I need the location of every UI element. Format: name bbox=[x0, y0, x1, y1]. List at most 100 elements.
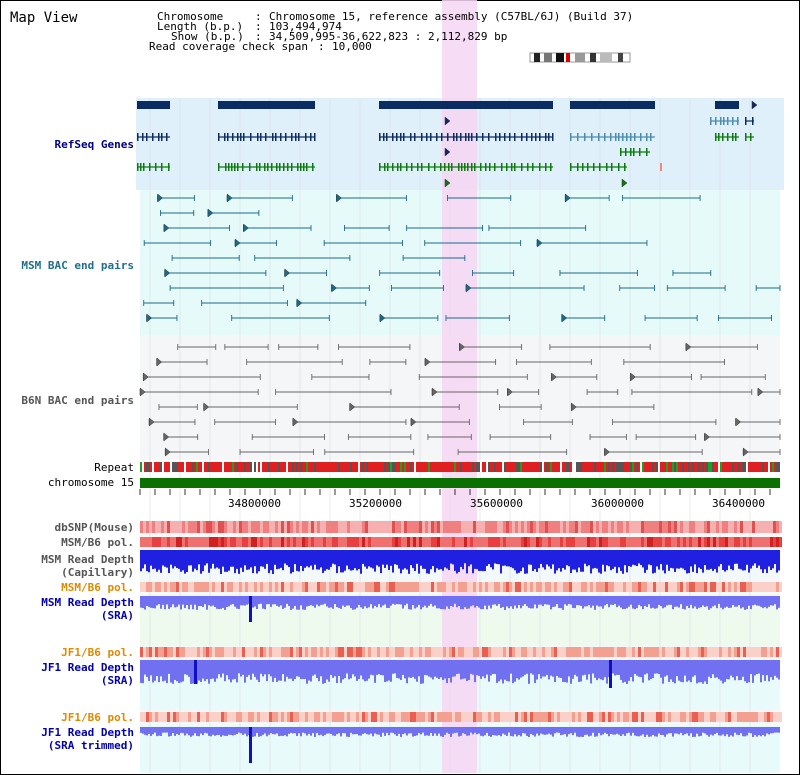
track-label-msm-depth-capillary[interactable]: MSM Read Depth bbox=[41, 553, 134, 566]
msm-depth-sra-bar bbox=[170, 596, 172, 608]
jf1-b6-pol-trim-heat bbox=[653, 712, 656, 722]
msm-b6-pol-sra-heat bbox=[536, 582, 539, 592]
jf1-depth-trim-bar bbox=[468, 727, 470, 736]
msm-depth-sra-bar bbox=[718, 596, 720, 604]
jf1-b6-pol-trim-heat bbox=[455, 712, 458, 722]
track-label-b6n-bac[interactable]: B6N BAC end pairs bbox=[21, 394, 134, 407]
jf1-b6-pol-heat bbox=[302, 647, 305, 657]
repeat-feature bbox=[578, 462, 580, 472]
msm-b6-pol-sra-heat bbox=[674, 582, 677, 592]
jf1-depth-sra-bar bbox=[240, 660, 242, 677]
dbsnp-heat bbox=[311, 521, 314, 533]
jf1-b6-pol-trim-heat bbox=[776, 712, 779, 722]
track-label-msm-depth-sra[interactable]: MSM Read Depth bbox=[41, 596, 134, 609]
msm-b6-pol-sra-heat bbox=[194, 582, 197, 592]
jf1-depth-trim-bar bbox=[478, 727, 480, 734]
refseq-exon bbox=[531, 133, 533, 141]
jf1-depth-trim-bar bbox=[260, 727, 262, 737]
b6n-bac-pair-end bbox=[203, 402, 210, 412]
dbsnp-heat bbox=[167, 521, 170, 533]
jf1-depth-sra-bar bbox=[308, 660, 310, 681]
jf1-depth-trim-bar bbox=[754, 727, 756, 736]
jf1-depth-trim-bar bbox=[232, 727, 234, 736]
refseq-exon bbox=[727, 133, 729, 141]
repeat-feature bbox=[730, 462, 732, 472]
jf1-b6-pol-trim-heat bbox=[737, 712, 740, 722]
track-label-msm-b6-pol-sra[interactable]: MSM/B6 pol. bbox=[61, 581, 134, 594]
jf1-depth-sra-bar bbox=[574, 660, 576, 675]
jf1-depth-trim-bar bbox=[744, 727, 746, 737]
dbsnp-heat bbox=[245, 521, 248, 533]
dbsnp-heat bbox=[692, 521, 695, 533]
msm-depth-sra-bar bbox=[732, 596, 734, 605]
jf1-b6-pol-heat bbox=[650, 647, 653, 657]
msm-depth-sra-bar bbox=[736, 596, 738, 607]
jf1-depth-sra-bar bbox=[180, 660, 182, 683]
msm-depth-sra-bar bbox=[324, 596, 326, 604]
refseq-exon bbox=[456, 133, 458, 141]
msm-depth-sra-bar bbox=[282, 596, 284, 609]
msm-b6-pol-heat bbox=[620, 537, 623, 547]
msm-depth-capillary-bar bbox=[676, 550, 678, 569]
msm-depth-sra-bar bbox=[688, 596, 690, 608]
jf1-depth-sra-bar bbox=[730, 660, 732, 676]
msm-depth-capillary-bar bbox=[332, 550, 334, 564]
ideogram-band bbox=[590, 53, 596, 62]
jf1-depth-sra-bar bbox=[732, 660, 734, 678]
jf1-depth-trim-bar bbox=[144, 727, 146, 735]
jf1-b6-pol-heat bbox=[326, 647, 329, 657]
repeat-feature bbox=[596, 462, 598, 472]
msm-depth-sra-bar bbox=[286, 596, 288, 604]
repeat-feature bbox=[614, 462, 616, 472]
msm-b6-pol-sra-heat bbox=[452, 582, 455, 592]
jf1-depth-sra-bar bbox=[400, 660, 402, 680]
jf1-depth-trim-bar bbox=[758, 727, 760, 736]
refseq-exon bbox=[471, 133, 473, 141]
repeat-feature bbox=[592, 462, 594, 472]
jf1-depth-sra-bar bbox=[140, 660, 142, 683]
jf1-b6-pol-heat bbox=[617, 647, 620, 657]
refseq-exon bbox=[291, 133, 293, 141]
jf1-depth-trim-bar bbox=[304, 727, 306, 734]
jf1-depth-trim-bar bbox=[548, 727, 550, 734]
repeat-feature bbox=[674, 462, 676, 472]
msm-depth-capillary-bar bbox=[634, 550, 636, 566]
jf1-depth-trim-bar bbox=[472, 727, 474, 735]
msm-b6-pol-sra-heat bbox=[572, 582, 575, 592]
track-label-jf1-b6-pol-trimmed[interactable]: JF1/B6 pol. bbox=[61, 711, 134, 724]
jf1-b6-pol-heat bbox=[461, 647, 464, 657]
refseq-exon bbox=[149, 163, 151, 171]
msm-depth-capillary-bar bbox=[434, 550, 436, 573]
dbsnp-heat bbox=[695, 521, 698, 533]
track-label-repeat[interactable]: Repeat bbox=[94, 461, 134, 474]
track-label-jf1-depth-trimmed[interactable]: JF1 Read Depth bbox=[41, 726, 134, 739]
track-label-msm-bac[interactable]: MSM BAC end pairs bbox=[21, 259, 134, 272]
jf1-depth-sra-bar bbox=[504, 660, 506, 680]
jf1-b6-pol-heat bbox=[419, 647, 422, 657]
repeat-feature bbox=[232, 462, 234, 472]
repeat-feature bbox=[566, 462, 568, 472]
msm-depth-capillary-bar bbox=[758, 550, 760, 566]
msm-depth-capillary-bar bbox=[516, 550, 518, 574]
track-label-msm-b6-pol[interactable]: MSM/B6 pol. bbox=[61, 536, 134, 549]
dbsnp-heat bbox=[680, 521, 683, 533]
track-label-jf1-depth-sra[interactable]: JF1 Read Depth bbox=[41, 661, 134, 674]
msm-depth-capillary-bar bbox=[724, 550, 726, 572]
jf1-b6-pol-trim-heat bbox=[518, 712, 521, 722]
repeat-feature bbox=[332, 462, 334, 472]
track-label-dbsnp[interactable]: dbSNP(Mouse) bbox=[54, 521, 134, 534]
track-label-refseq-genes[interactable]: RefSeq Genes bbox=[54, 138, 134, 151]
jf1-b6-pol-heat bbox=[533, 647, 536, 657]
jf1-depth-sra-bar bbox=[318, 660, 320, 682]
jf1-depth-trim-bar bbox=[502, 727, 504, 734]
repeat-feature bbox=[704, 462, 706, 472]
jf1-b6-pol-trim-heat bbox=[461, 712, 464, 722]
jf1-b6-pol-trim-heat bbox=[308, 712, 311, 722]
track-label-jf1-b6-pol[interactable]: JF1/B6 pol. bbox=[61, 646, 134, 659]
jf1-depth-trim-bar bbox=[216, 727, 218, 736]
msm-depth-sra-bar bbox=[234, 596, 236, 607]
jf1-depth-trim-bar bbox=[400, 727, 402, 737]
dbsnp-heat bbox=[494, 521, 497, 533]
jf1-depth-trim-bar bbox=[200, 727, 202, 734]
